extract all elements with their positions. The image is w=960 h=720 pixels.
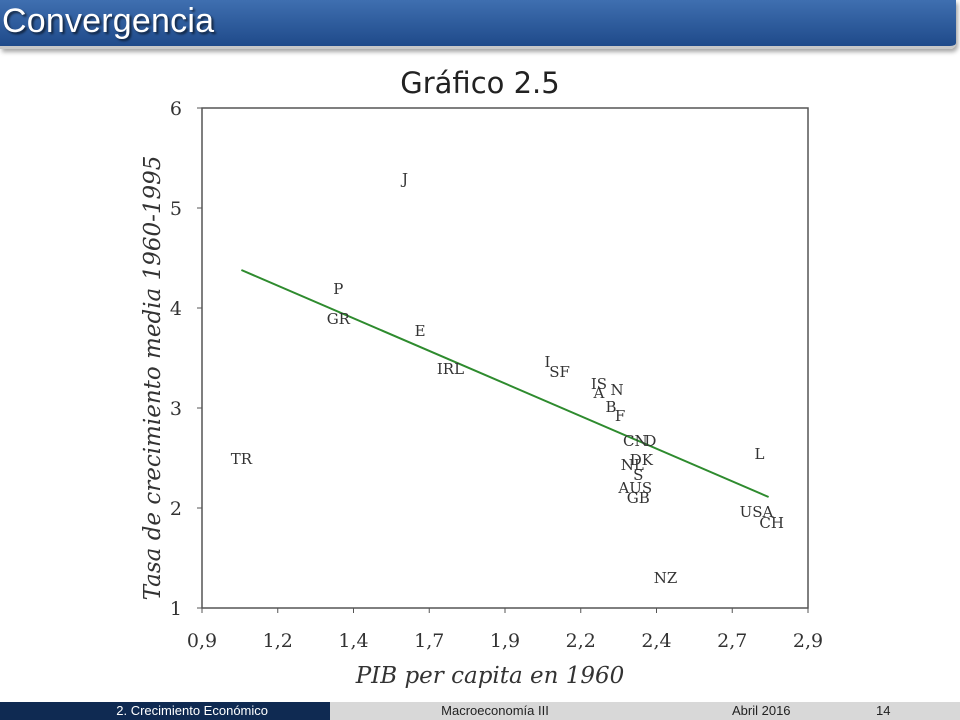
point-label-e: E [415, 322, 426, 340]
x-tick-label: 1,4 [338, 630, 368, 652]
y-tick-label: 6 [170, 98, 182, 120]
point-label-s: S [633, 466, 643, 484]
point-label-irl: IRL [437, 360, 464, 378]
footer-date: Abril 2016 [732, 703, 791, 718]
point-label-i: I [544, 353, 550, 371]
point-label-nz: NZ [654, 569, 678, 587]
point-label-gb: GB [627, 489, 650, 507]
point-label-dk: DK [630, 451, 654, 469]
point-label-f: F [615, 407, 625, 425]
y-tick-label: 3 [170, 398, 182, 420]
x-tick-label: 2,7 [717, 630, 747, 652]
chart-caption: Gráfico 2.5 [400, 66, 560, 100]
x-tick-label: 1,7 [414, 630, 444, 652]
x-tick-label: 2,2 [566, 630, 596, 652]
y-tick-label: 5 [170, 198, 182, 220]
footer: 2. Crecimiento Económico Macroeconomía I… [0, 702, 960, 720]
x-tick-label: 2,4 [641, 630, 671, 652]
trend-line [240, 269, 770, 498]
y-tick-label: 2 [170, 498, 182, 520]
point-label-b: B [606, 398, 617, 416]
x-tick-label: 0,9 [187, 630, 217, 652]
y-axis-label: Tasa de crecimiento media 1960-1995 [140, 156, 166, 601]
point-label-cn: CN [623, 432, 648, 450]
point-label-nl: NL [621, 456, 644, 474]
x-tick-label: 1,9 [490, 630, 520, 652]
point-label-ch: CH [759, 514, 784, 532]
point-label-sf: SF [549, 363, 570, 381]
point-label-l: L [755, 445, 765, 463]
point-label-d: D [644, 432, 656, 450]
footer-section: 2. Crecimiento Económico [0, 702, 330, 720]
x-tick-label: 1,2 [263, 630, 293, 652]
point-label-a: A [593, 384, 605, 402]
point-label-n: N [611, 381, 624, 399]
y-tick-label: 1 [170, 598, 182, 620]
x-axis-label: PIB per capita en 1960 [355, 663, 625, 689]
title-bar: Convergencia [0, 0, 956, 49]
point-label-p: P [333, 280, 343, 298]
footer-course: Macroeconomía III [330, 702, 660, 720]
slide-title: Convergencia [2, 2, 215, 40]
point-label-usa: USA [740, 503, 774, 521]
chart-svg: 0,9 1,2 1,4 1,7 1,9 2,2 2,4 2,7 2,9 1 2 3 4 5 6 PIB per… [140, 98, 823, 689]
scatter-chart: 0,9 1,2 1,4 1,7 1,9 2,2 2,4 2,7 2,9 1 2 3 4 5 6 PIB per… [120, 92, 840, 692]
y-tick-label: 4 [170, 298, 182, 320]
x-tick-label: 2,9 [793, 630, 823, 652]
point-label-is: IS [591, 375, 607, 393]
footer-right: Abril 2016 14 [660, 702, 960, 720]
page-number: 14 [876, 703, 891, 718]
point-label-aus: AUS [617, 479, 652, 497]
point-label-tr: TR [231, 450, 253, 468]
point-label-gr: GR [327, 310, 351, 328]
point-label-j: J [400, 170, 408, 188]
plot-frame [201, 107, 809, 609]
